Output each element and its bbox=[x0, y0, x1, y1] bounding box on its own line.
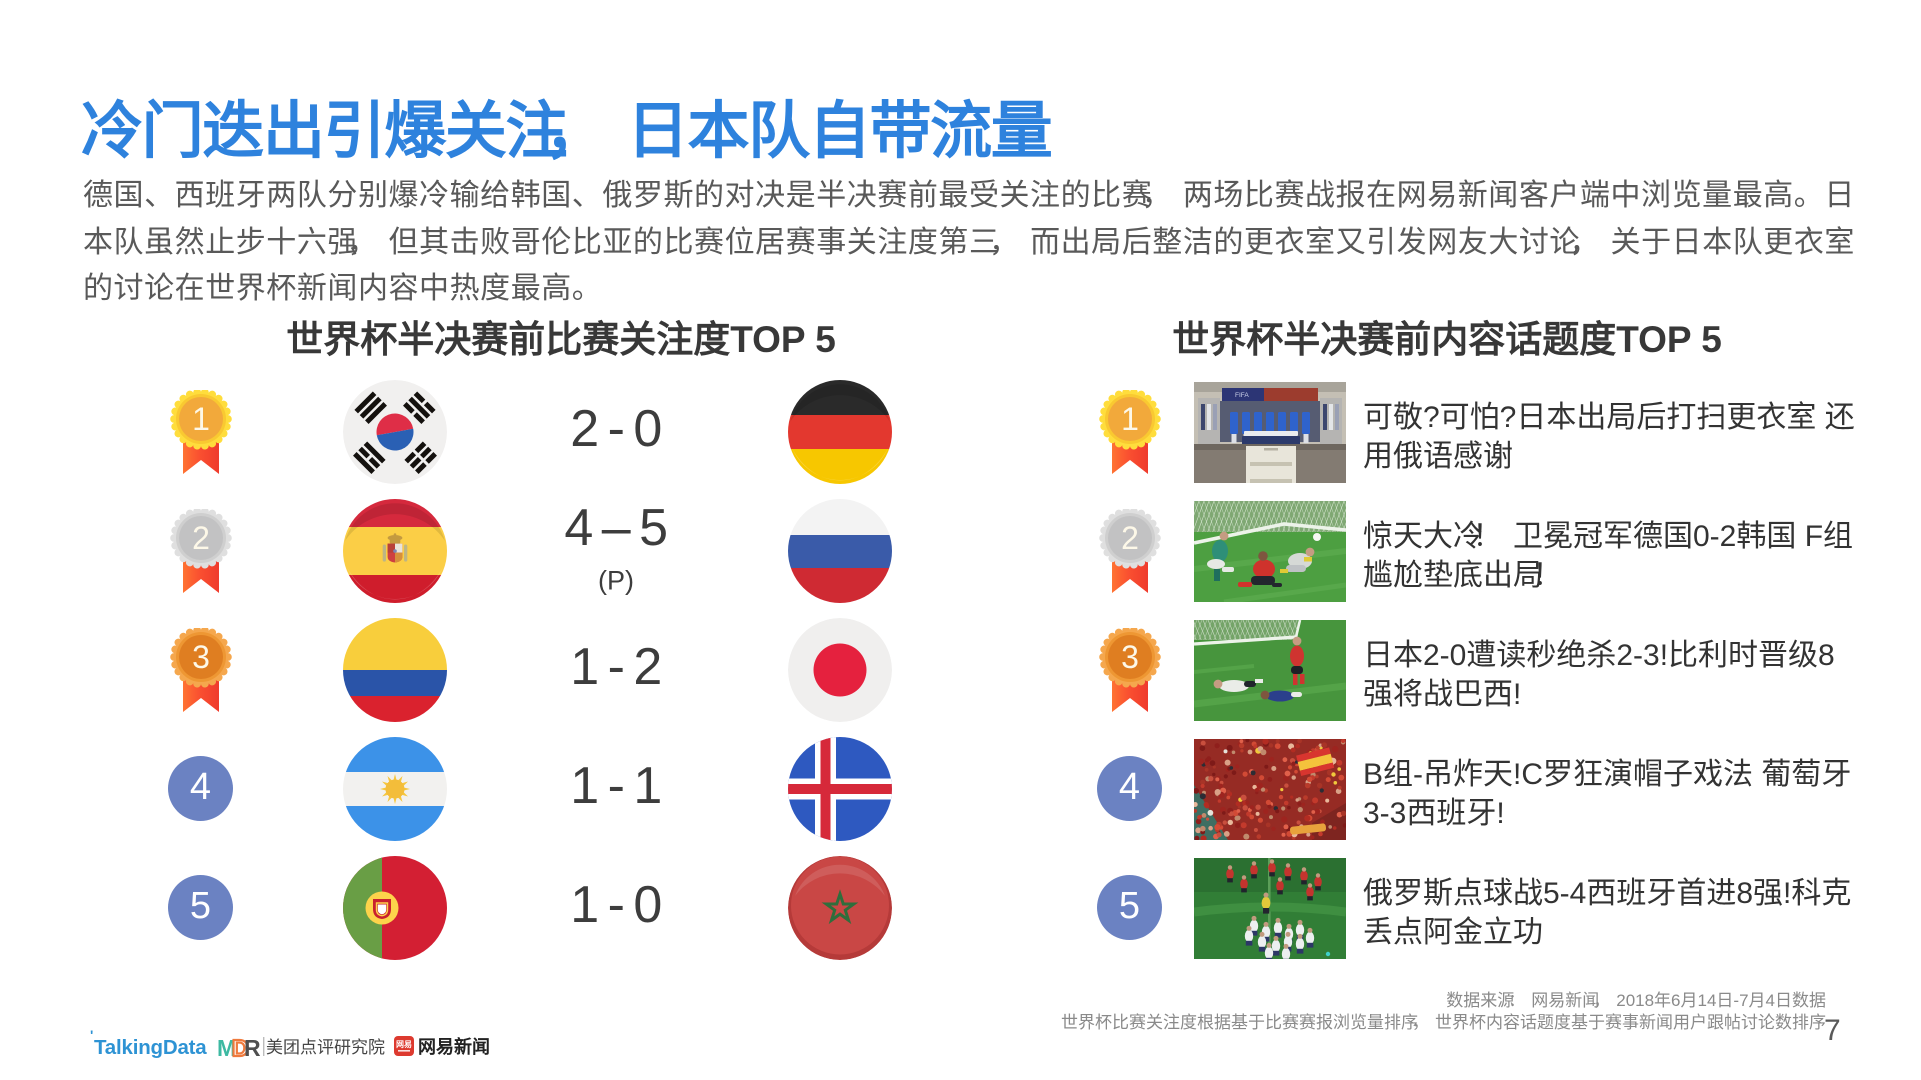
svg-text:网易: 网易 bbox=[396, 1040, 412, 1049]
svg-text:网易新闻: 网易新闻 bbox=[418, 1036, 490, 1057]
svg-text:TalkingData: TalkingData bbox=[94, 1036, 207, 1059]
svg-text:1: 1 bbox=[1121, 401, 1139, 437]
svg-text:1: 1 bbox=[192, 401, 210, 437]
svg-text:FIFA: FIFA bbox=[1235, 392, 1249, 399]
svg-text:': ' bbox=[90, 1030, 93, 1043]
svg-text:M: M bbox=[217, 1035, 236, 1061]
svg-text:2: 2 bbox=[1121, 520, 1139, 556]
svg-text:R: R bbox=[244, 1035, 261, 1061]
svg-text:3: 3 bbox=[1121, 639, 1139, 675]
svg-text:3: 3 bbox=[192, 639, 210, 675]
svg-text:美团点评研究院: 美团点评研究院 bbox=[266, 1038, 385, 1057]
svg-text:2: 2 bbox=[192, 520, 210, 556]
svg-text:D: D bbox=[232, 1035, 249, 1061]
